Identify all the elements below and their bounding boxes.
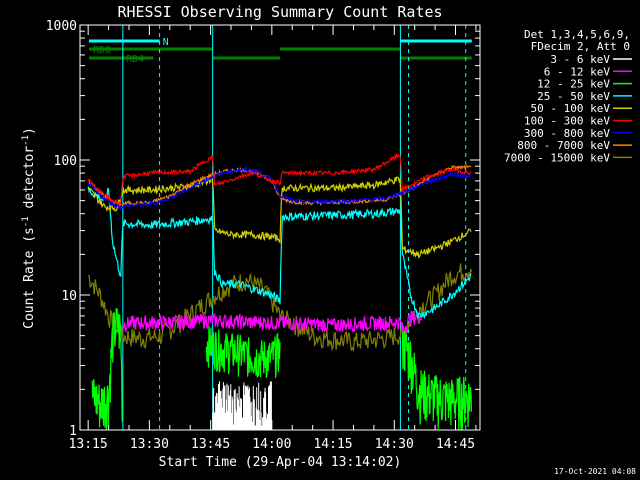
flag-label-n: N	[163, 37, 169, 48]
legend-entry-label: 6 - 12 keV	[544, 65, 611, 78]
observing-flags: N RD0 RD4	[88, 37, 472, 65]
x-tick-label: 13:15	[69, 437, 108, 452]
x-tick-label: 14:30	[375, 437, 414, 452]
legend-entry-label: 300 - 800 keV	[524, 127, 610, 140]
y-tick-label: 10	[61, 289, 77, 304]
legend-header: FDecim 2, Att 0	[531, 40, 630, 53]
x-tick-label: 14:00	[252, 437, 291, 452]
legend-entry-label: 800 - 7000 keV	[517, 139, 610, 152]
series-lines	[87, 152, 473, 430]
x-tick-label: 14:15	[313, 437, 352, 452]
legend-header: Det 1,3,4,5,6,9,	[524, 28, 630, 41]
y-axis: 1 10 100 1000	[46, 19, 480, 439]
legend-entry-label: 25 - 50 keV	[537, 90, 610, 103]
series-6-12kev	[122, 310, 423, 334]
y-tick-label: 1000	[46, 19, 77, 34]
legend-entry-label: 50 - 100 keV	[531, 102, 611, 115]
legend-entry-label: 7000 - 15000 keV	[504, 151, 610, 164]
chart-title: RHESSI Observing Summary Count Rates	[117, 3, 442, 21]
legend-entry-label: 100 - 300 keV	[524, 115, 610, 128]
series-12-25kev-a	[91, 307, 123, 430]
legend: Det 1,3,4,5,6,9,FDecim 2, Att 03 - 6 keV…	[504, 28, 632, 164]
legend-entry-label: 12 - 25 keV	[537, 78, 610, 91]
y-tick-label: 1	[69, 424, 77, 439]
timestamp: 17-Oct-2021 04:08	[554, 467, 636, 476]
flag-label-rd0: RD0	[93, 45, 111, 56]
series-12-25kev-b	[205, 325, 281, 378]
y-tick-label: 100	[54, 154, 77, 169]
x-axis-label: Start Time (29-Apr-04 13:14:02)	[159, 455, 402, 470]
y-axis-label: Count Rate (s-1 detector-1)	[21, 127, 37, 329]
plot-frame	[79, 24, 481, 431]
series-25-50kev	[87, 186, 472, 320]
series-3-6kev	[212, 381, 272, 430]
flag-label-rd4: RD4	[126, 54, 144, 65]
series-50-100kev	[88, 176, 472, 259]
x-axis: 13:15 13:30 13:45 14:00 14:15 14:30 14:45	[69, 25, 477, 452]
x-tick-label: 14:45	[436, 437, 475, 452]
legend-entry-label: 3 - 6 keV	[550, 53, 610, 66]
series-300-800kev	[87, 166, 472, 210]
x-tick-label: 13:45	[191, 437, 230, 452]
series-100-300kev	[87, 152, 472, 206]
x-tick-label: 13:30	[130, 437, 169, 452]
series-12-25kev-c	[401, 323, 473, 430]
series-7000-15000kev	[88, 263, 473, 352]
